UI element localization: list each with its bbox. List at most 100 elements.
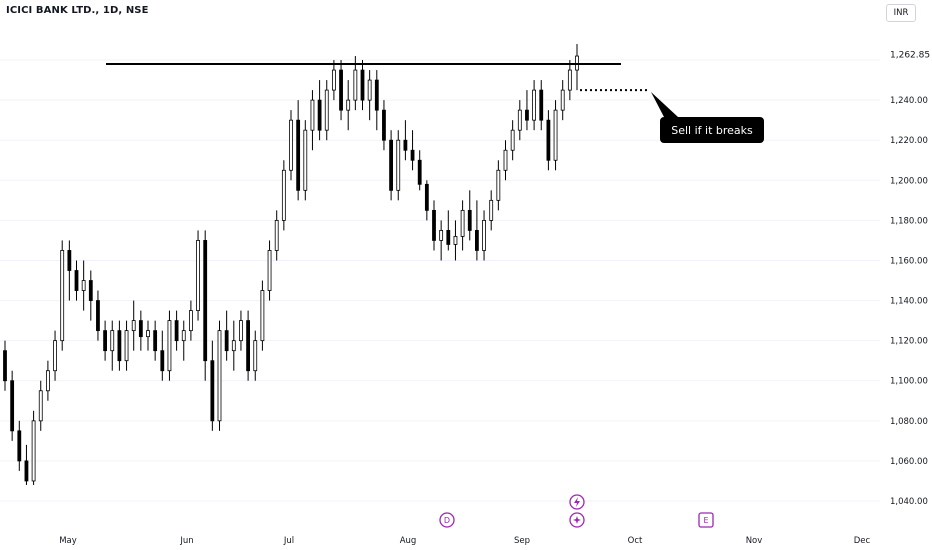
price-axis[interactable]: 1,040.00 1,060.00 1,080.00 1,100.00 1,120.00… (890, 50, 930, 507)
candle-body (439, 230, 444, 241)
candle-body (81, 280, 86, 291)
candle-body (124, 330, 129, 362)
candle-body (174, 320, 179, 342)
candle-body (331, 69, 336, 91)
candle-body (60, 250, 65, 342)
candle-body (167, 320, 172, 372)
y-tick-label: 1,060.00 (890, 457, 928, 467)
candle-body (146, 330, 150, 338)
y-tick-label: 1,120.00 (890, 337, 928, 347)
sparkle-icon (573, 516, 581, 524)
candle-body (131, 320, 136, 332)
x-tick-label: Dec (854, 536, 871, 546)
candle-body (424, 183, 429, 211)
x-tick-label: Jul (283, 536, 294, 546)
candle-body (567, 69, 572, 91)
candlestick-series (3, 44, 579, 485)
candle-body (24, 460, 29, 482)
callout-box[interactable] (660, 117, 764, 143)
candle-body (188, 310, 193, 332)
candle-body (246, 320, 251, 372)
candle-body (410, 149, 415, 161)
candle-body (10, 380, 15, 432)
candle-body (153, 330, 158, 352)
drawing-layer (106, 63, 648, 92)
candle-body (38, 390, 43, 422)
candle-body (510, 129, 515, 151)
candle-body (467, 209, 472, 231)
y-tick-label: 1,220.00 (890, 136, 928, 146)
candle-body (296, 119, 301, 191)
chart-title: ICICI BANK LTD., 1D, NSE (6, 5, 149, 16)
candle-body (417, 159, 422, 185)
candle-body (517, 109, 522, 131)
candle-body (346, 99, 351, 111)
candle-body (253, 340, 258, 372)
candle-body (88, 280, 93, 301)
candle-body (203, 240, 208, 362)
candle-body (303, 129, 308, 191)
candle-body (217, 330, 222, 422)
candle-body (432, 209, 436, 241)
annotation-text: Sell if it breaks (671, 124, 753, 137)
candle-body (396, 139, 401, 191)
candle-body (324, 89, 329, 131)
candle-body (560, 89, 565, 111)
dividend-marker[interactable] (439, 512, 455, 528)
candle-body (317, 99, 322, 131)
candle-body (224, 330, 229, 352)
candle-body (382, 109, 386, 141)
candle-body (210, 360, 215, 422)
candle-body (374, 79, 379, 111)
candle-body (453, 236, 458, 245)
candle-body (96, 300, 100, 332)
y-tick-label: 1,160.00 (890, 256, 928, 266)
candle-body (74, 270, 79, 291)
candle-body (360, 69, 365, 101)
candle-body (3, 350, 7, 382)
x-tick-label: May (59, 536, 77, 546)
candle-body (532, 89, 536, 121)
y-tick-label: 1,100.00 (890, 377, 928, 387)
x-tick-label: Sep (514, 536, 530, 546)
candle-body (138, 320, 143, 338)
candle-body (546, 119, 551, 161)
candle-body (231, 340, 236, 352)
candle-body (460, 209, 465, 237)
candle-body (553, 109, 558, 161)
y-tick-label: 1,200.00 (890, 176, 928, 186)
sell-annotation[interactable]: Sell if it breaks (651, 92, 764, 143)
dividend-marker-label: D (444, 516, 450, 525)
currency-selector[interactable]: INR (886, 4, 916, 22)
candle-body (103, 330, 107, 352)
y-tick-label: 1,180.00 (890, 216, 928, 226)
candle-body (482, 219, 486, 251)
candle-body (575, 55, 579, 71)
candle-body (367, 79, 372, 101)
candle-body (31, 420, 36, 482)
earnings-marker[interactable] (698, 512, 714, 528)
x-tick-label: Nov (746, 536, 763, 546)
candle-body (181, 330, 186, 342)
candle-body (389, 139, 394, 191)
y-tick-label: 1,240.00 (890, 96, 928, 106)
x-tick-label: Aug (400, 536, 417, 546)
candle-body (489, 199, 494, 221)
candle-body (281, 169, 286, 221)
candle-body (53, 340, 57, 372)
y-tick-label: 1,140.00 (890, 297, 928, 307)
candle-body (503, 149, 508, 171)
candle-body (117, 330, 122, 362)
candle-body (310, 99, 315, 131)
callout-pointer (651, 92, 678, 117)
time-axis[interactable]: May Jun Jul Aug Sep Oct Nov Dec (59, 536, 870, 546)
x-tick-label: Oct (628, 536, 643, 546)
candle-body (267, 250, 272, 291)
candle-body (539, 89, 544, 121)
candle-body (67, 250, 72, 271)
candle-body (353, 69, 358, 101)
candle-body (525, 109, 529, 121)
candle-body (474, 230, 479, 251)
